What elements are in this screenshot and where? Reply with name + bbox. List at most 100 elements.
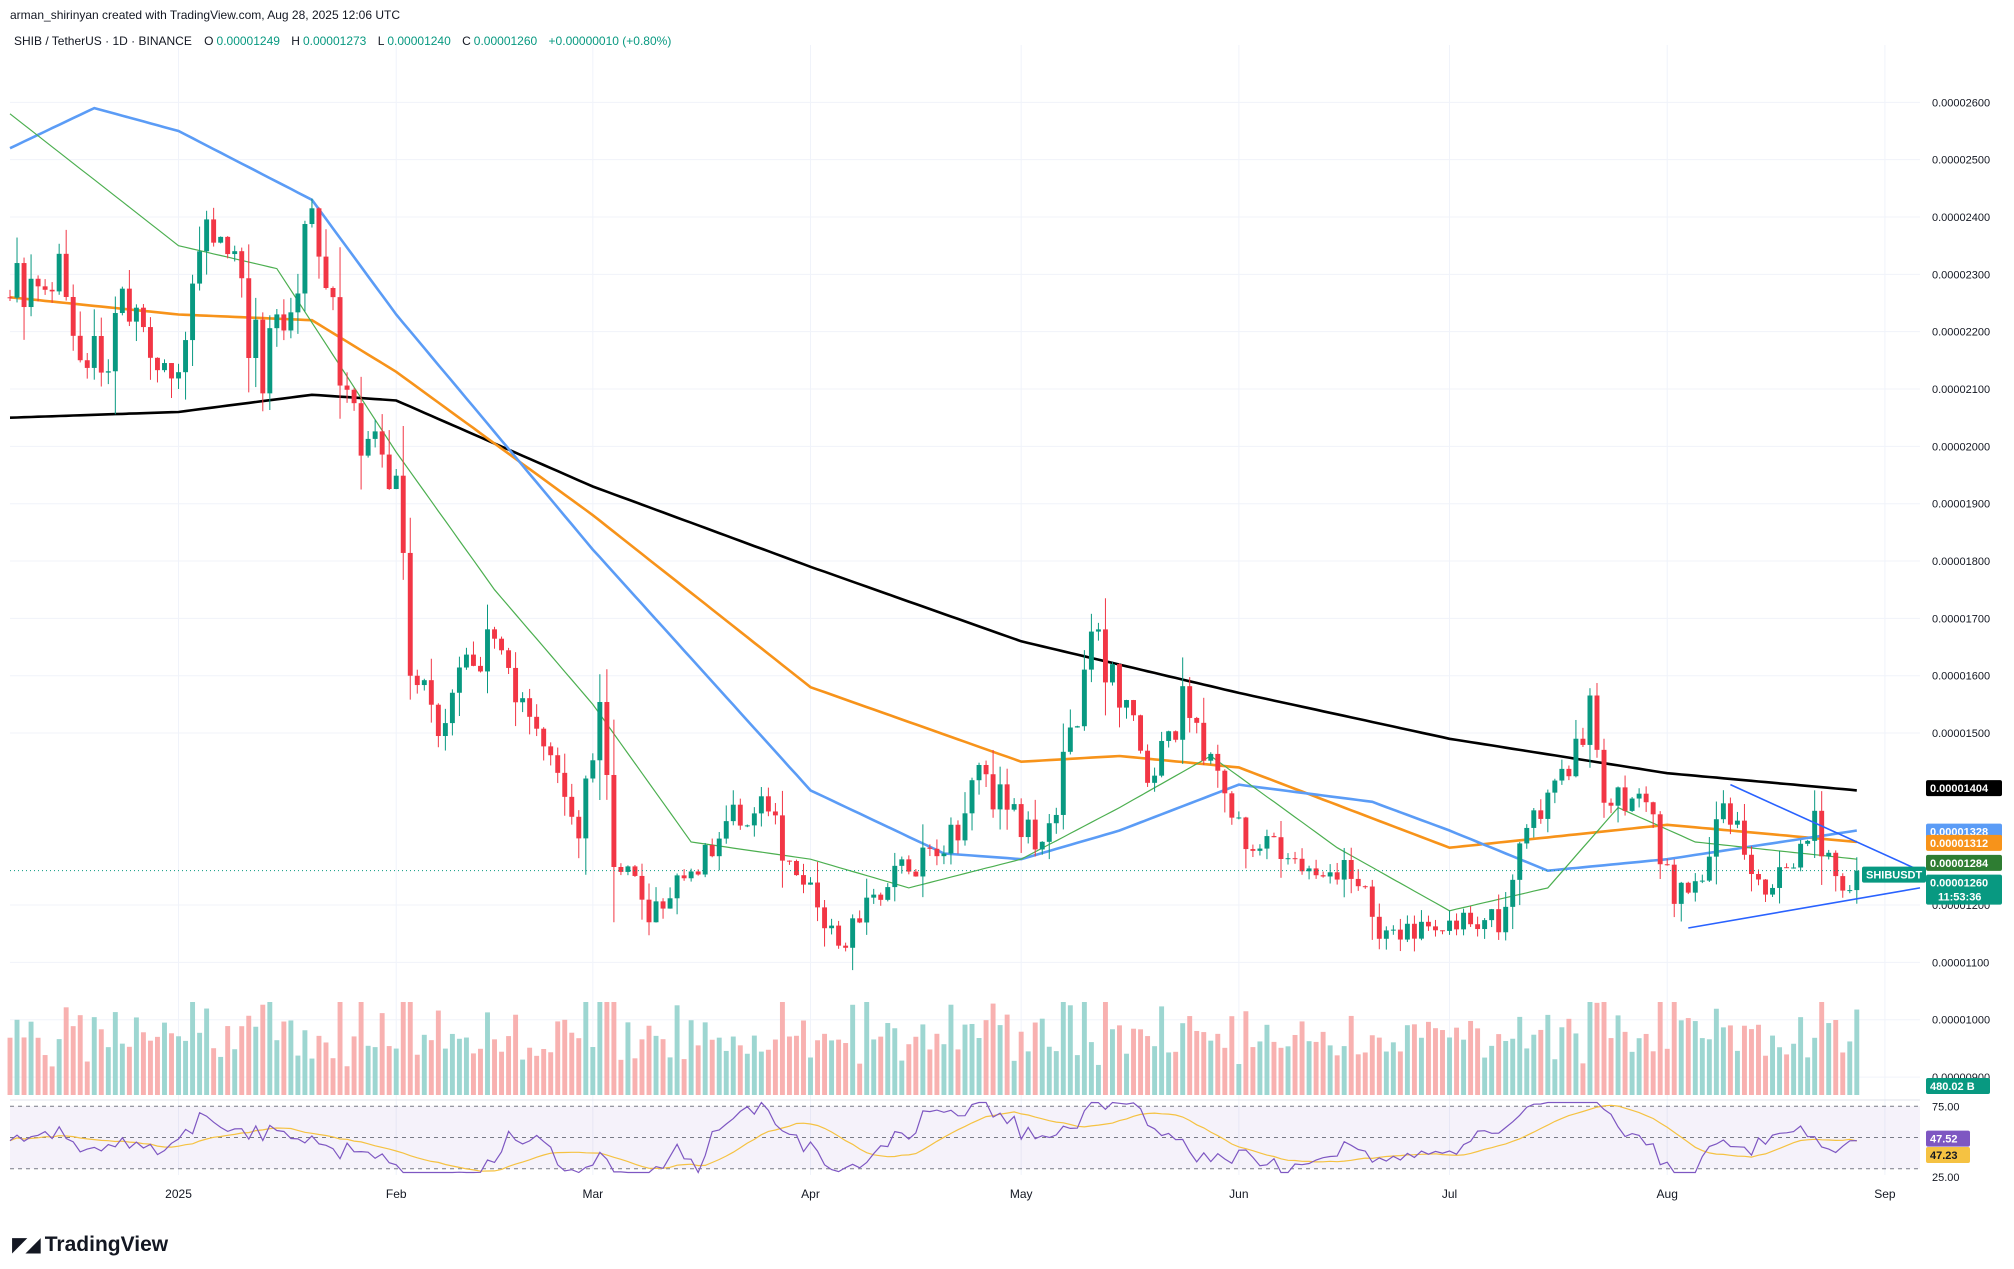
candle-body — [169, 363, 174, 379]
high-value: 0.00001273 — [302, 34, 367, 48]
candle-body — [1433, 926, 1438, 931]
candle-body — [857, 918, 863, 923]
candle-body — [1643, 793, 1649, 803]
volume-bar — [527, 1047, 533, 1095]
candle-body — [829, 925, 835, 929]
candle-body — [1411, 923, 1417, 939]
moving-averages — [9, 106, 1858, 912]
volume-bar — [1454, 1027, 1460, 1095]
candle-body — [1018, 804, 1024, 838]
time-axis[interactable]: 2025 Feb Mar Apr May Jun Jul Aug Sep — [165, 1187, 1896, 1201]
candle-body — [204, 219, 210, 252]
candle-body — [695, 871, 701, 875]
volume-bar — [1819, 1002, 1825, 1095]
volume-bar — [1229, 1016, 1235, 1095]
volume-bar — [492, 1039, 497, 1095]
volume-bar — [1067, 1005, 1073, 1095]
candle-body — [1636, 793, 1642, 799]
candle-body — [84, 360, 90, 368]
volume-bar — [513, 1014, 519, 1095]
candle-body — [442, 723, 448, 737]
volume-bar — [1615, 1015, 1621, 1095]
volume-bar — [1138, 1029, 1144, 1095]
candle-body — [611, 774, 617, 867]
volume-bar — [449, 1033, 455, 1095]
volume-bar — [660, 1039, 666, 1095]
volume-bar — [1173, 1051, 1179, 1095]
volume-bar — [21, 1037, 27, 1095]
candle-body — [70, 296, 76, 336]
volume-bar — [112, 1012, 118, 1095]
volume-bar — [35, 1037, 41, 1095]
candle-body — [1777, 867, 1783, 888]
volume-bar — [1496, 1034, 1502, 1095]
candle-body — [35, 278, 41, 287]
volume-bar — [590, 1047, 596, 1095]
volume-bar — [1826, 1023, 1832, 1095]
volume-bar — [688, 1020, 694, 1095]
volume-bar — [162, 1022, 167, 1095]
candle-body — [1706, 856, 1712, 881]
volume-bar — [295, 1055, 301, 1095]
volume-bar — [709, 1039, 715, 1095]
volume-bar — [815, 1040, 820, 1095]
candle-body — [302, 224, 308, 294]
candle-body — [1032, 819, 1038, 850]
candle-body — [674, 875, 680, 899]
tradingview-logo[interactable]: ◤◢ TradingView — [12, 1232, 168, 1257]
volume-bar — [386, 1046, 392, 1095]
candle-body — [1173, 731, 1179, 740]
candle-body — [147, 327, 153, 358]
candle-body — [1004, 784, 1010, 810]
candle-body — [316, 208, 322, 257]
price-tag-label: 0.00001284 — [1930, 858, 1989, 870]
candle-body — [801, 875, 806, 885]
candle-body — [1362, 886, 1368, 888]
volume-bar — [1278, 1047, 1284, 1095]
volume-bar — [1222, 1047, 1228, 1095]
candle-body — [1517, 843, 1523, 880]
candle-body — [1271, 836, 1277, 838]
candle-body — [1299, 858, 1305, 872]
candle-body — [470, 654, 476, 666]
price-axis[interactable]: 0.00002600 0.00002500 0.00002400 0.00002300… — [1932, 97, 1990, 1183]
volume-bar — [1461, 1039, 1467, 1095]
candle-body — [1461, 912, 1467, 930]
time-tick-label: 2025 — [165, 1187, 192, 1201]
candle-body — [871, 894, 877, 898]
volume-bar — [442, 1048, 448, 1095]
candle-body — [562, 772, 568, 797]
symbol-name[interactable]: SHIB / TetherUS · 1D · BINANCE — [14, 34, 192, 48]
rsi-ma-tag-label: 47.23 — [1930, 1150, 1958, 1162]
candle-body — [520, 698, 526, 703]
candle-body — [1313, 868, 1319, 876]
volume-bar — [1025, 1051, 1031, 1095]
candle-body — [569, 796, 575, 817]
candle-body — [1594, 695, 1600, 750]
candle-body — [1538, 810, 1544, 819]
candle-body — [176, 372, 181, 379]
volume-bar — [1320, 1031, 1326, 1095]
candle-body — [1369, 886, 1375, 917]
volume-bar — [1699, 1038, 1705, 1095]
candle-body — [330, 288, 336, 298]
volume-bar — [1088, 1042, 1094, 1095]
candle-body — [934, 848, 940, 857]
volume-bar — [618, 1059, 624, 1095]
candle-body — [1524, 827, 1530, 844]
candle-body — [414, 675, 420, 686]
volume-bar — [1131, 1028, 1136, 1095]
volume-bar — [1447, 1037, 1452, 1095]
candle-body — [1102, 629, 1108, 683]
trendlines[interactable] — [1688, 783, 1921, 929]
candle-body — [962, 813, 968, 841]
volume-bar — [829, 1040, 835, 1095]
volume-bar — [1573, 1033, 1579, 1095]
rsi-upper-label: 75.00 — [1932, 1101, 1960, 1113]
candle-body — [983, 764, 989, 775]
volume-bar — [1440, 1030, 1445, 1095]
volume-bar — [225, 1026, 231, 1095]
candle-body — [1475, 924, 1481, 930]
volume-bar — [1208, 1040, 1214, 1095]
